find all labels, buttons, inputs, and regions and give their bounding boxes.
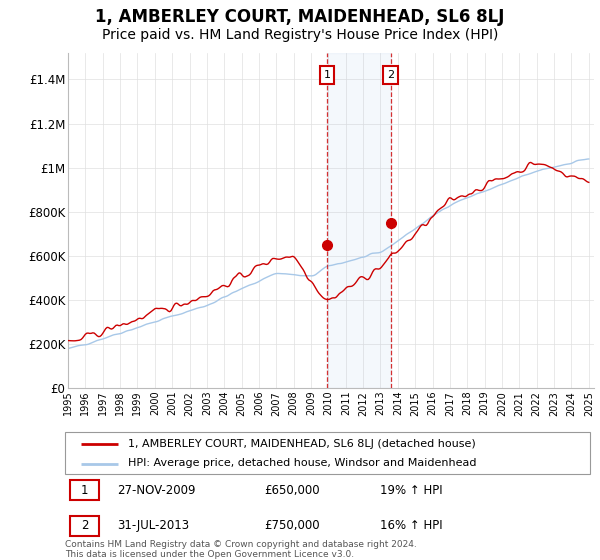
- Text: 1, AMBERLEY COURT, MAIDENHEAD, SL6 8LJ: 1, AMBERLEY COURT, MAIDENHEAD, SL6 8LJ: [95, 8, 505, 26]
- Text: 31-JUL-2013: 31-JUL-2013: [118, 520, 190, 533]
- FancyBboxPatch shape: [70, 516, 99, 536]
- Text: 27-NOV-2009: 27-NOV-2009: [118, 484, 196, 497]
- Text: £650,000: £650,000: [265, 484, 320, 497]
- Text: 1: 1: [80, 484, 88, 497]
- Text: 1: 1: [323, 70, 331, 80]
- Text: 1, AMBERLEY COURT, MAIDENHEAD, SL6 8LJ (detached house): 1, AMBERLEY COURT, MAIDENHEAD, SL6 8LJ (…: [128, 439, 476, 449]
- Text: 2: 2: [80, 520, 88, 533]
- Text: £750,000: £750,000: [265, 520, 320, 533]
- FancyBboxPatch shape: [65, 432, 590, 474]
- Text: Contains HM Land Registry data © Crown copyright and database right 2024.
This d: Contains HM Land Registry data © Crown c…: [65, 540, 417, 559]
- Text: 16% ↑ HPI: 16% ↑ HPI: [380, 520, 443, 533]
- Text: HPI: Average price, detached house, Windsor and Maidenhead: HPI: Average price, detached house, Wind…: [128, 459, 476, 469]
- Text: 19% ↑ HPI: 19% ↑ HPI: [380, 484, 443, 497]
- Text: Price paid vs. HM Land Registry's House Price Index (HPI): Price paid vs. HM Land Registry's House …: [102, 28, 498, 42]
- Text: 2: 2: [387, 70, 394, 80]
- Bar: [327, 53, 391, 388]
- FancyBboxPatch shape: [70, 480, 99, 500]
